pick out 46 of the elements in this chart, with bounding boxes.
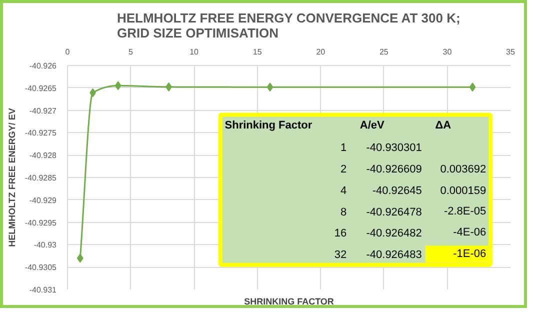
annotation: 0.000159	[440, 184, 486, 197]
annotation: -1E-06	[453, 248, 486, 260]
annotation: 32	[334, 249, 347, 262]
annotation: 0.003692	[440, 163, 486, 176]
x-tick-label: 0	[65, 48, 70, 56]
y-tick-label: -40.927	[29, 106, 58, 116]
annotation: 2	[340, 163, 347, 176]
y-tick-label: -40.926	[29, 62, 58, 70]
x-tick-label: 15	[252, 48, 262, 56]
annotation: -2.8E-05	[444, 205, 486, 218]
y-tick-label: -40.9265	[24, 84, 58, 93]
annotation: -40.926478	[366, 206, 422, 218]
point	[114, 81, 122, 90]
annotation: 1	[340, 142, 347, 154]
point	[469, 82, 476, 92]
chart-title: HELMHOLTZ FREE ENERGY CONVERGENCE AT 300 K; GRID SIZE OPTIMISATION	[116, 10, 460, 40]
point	[76, 254, 84, 263]
annotation: -40.930301	[366, 142, 422, 154]
y-tick-label: -40.928	[29, 151, 58, 160]
y-axis-title: HELMHOLTZ FREE ENERGY/ EV	[6, 108, 17, 247]
x-tick-label: 35	[506, 48, 516, 56]
annotation: -40.926482	[366, 228, 422, 240]
annotation: 8	[340, 206, 347, 218]
annotation: 16	[334, 228, 347, 240]
y-tick-label: -40.9295	[24, 218, 58, 228]
x-tick-label: 10	[190, 48, 200, 56]
annotation: ΔA	[435, 120, 452, 132]
annotation: -40.92645	[372, 184, 422, 197]
x-tick-label: 25	[379, 48, 389, 56]
annotation: -40.926483	[366, 249, 422, 262]
x-tick-label: 20	[316, 48, 326, 56]
annotation: A/eV	[360, 120, 385, 132]
point	[266, 82, 274, 92]
annotation: 4	[340, 184, 347, 197]
y-tick-label: -40.929	[29, 196, 58, 205]
y-tick-label: -40.931	[29, 286, 58, 294]
y-tick-label: -40.9305	[24, 263, 58, 272]
y-tick-label: -40.93	[34, 240, 58, 250]
y-tick-label: -40.9275	[24, 128, 58, 138]
x-tick-label: 5	[128, 48, 134, 56]
x-axis-title: SHRINKING FACTOR	[244, 296, 334, 306]
y-tick-label: -40.9285	[24, 174, 58, 182]
x-tick-label: 30	[442, 48, 452, 56]
annotation: -40.926609	[366, 163, 422, 176]
annotation: -4E-06	[453, 226, 486, 239]
annotation: Shrinking Factor	[224, 120, 313, 132]
